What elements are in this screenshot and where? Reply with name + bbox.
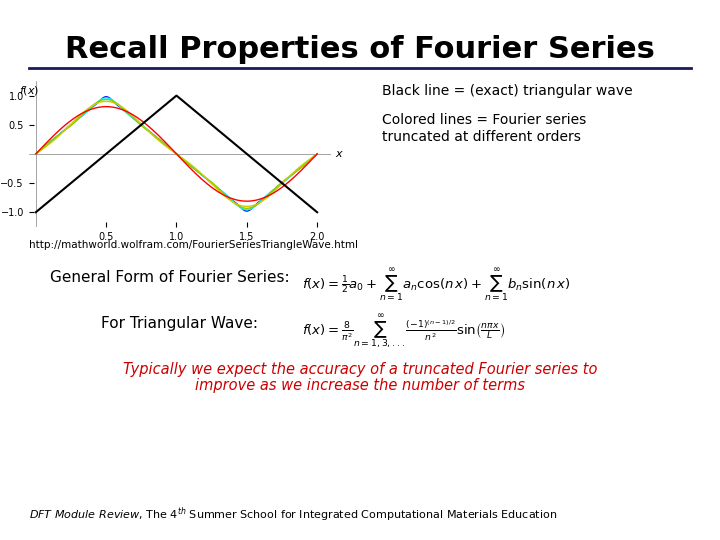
Text: General Form of Fourier Series:: General Form of Fourier Series: bbox=[50, 270, 290, 285]
Text: For Triangular Wave:: For Triangular Wave: bbox=[101, 316, 258, 331]
Text: http://mathworld.wolfram.com/FourierSeriesTriangleWave.html: http://mathworld.wolfram.com/FourierSeri… bbox=[29, 240, 358, 251]
Text: $x$: $x$ bbox=[336, 149, 344, 159]
Text: $f(x)$: $f(x)$ bbox=[19, 84, 39, 97]
Text: Typically we expect the accuracy of a truncated Fourier series to: Typically we expect the accuracy of a tr… bbox=[122, 362, 598, 377]
Text: Recall Properties of Fourier Series: Recall Properties of Fourier Series bbox=[65, 35, 655, 64]
Text: truncated at different orders: truncated at different orders bbox=[382, 130, 580, 144]
Text: $f(x) = \frac{8}{\pi^2} \sum_{n=1,3,...}^{\infty} \frac{(-1)^{(n-1)/2}}{n^2} \si: $f(x) = \frac{8}{\pi^2} \sum_{n=1,3,...}… bbox=[302, 313, 505, 352]
Text: $\mathit{DFT\ Module\ Review}$, The 4$^{th}$ Summer School for Integrated Comput: $\mathit{DFT\ Module\ Review}$, The 4$^{… bbox=[29, 505, 557, 524]
Text: improve as we increase the number of terms: improve as we increase the number of ter… bbox=[195, 378, 525, 393]
Text: Colored lines = Fourier series: Colored lines = Fourier series bbox=[382, 113, 586, 127]
Text: Black line = (exact) triangular wave: Black line = (exact) triangular wave bbox=[382, 84, 632, 98]
Text: $f(x) = \frac{1}{2}a_0 + \sum_{n=1}^{\infty} a_n \cos(n\,x) + \sum_{n=1}^{\infty: $f(x) = \frac{1}{2}a_0 + \sum_{n=1}^{\in… bbox=[302, 267, 571, 304]
